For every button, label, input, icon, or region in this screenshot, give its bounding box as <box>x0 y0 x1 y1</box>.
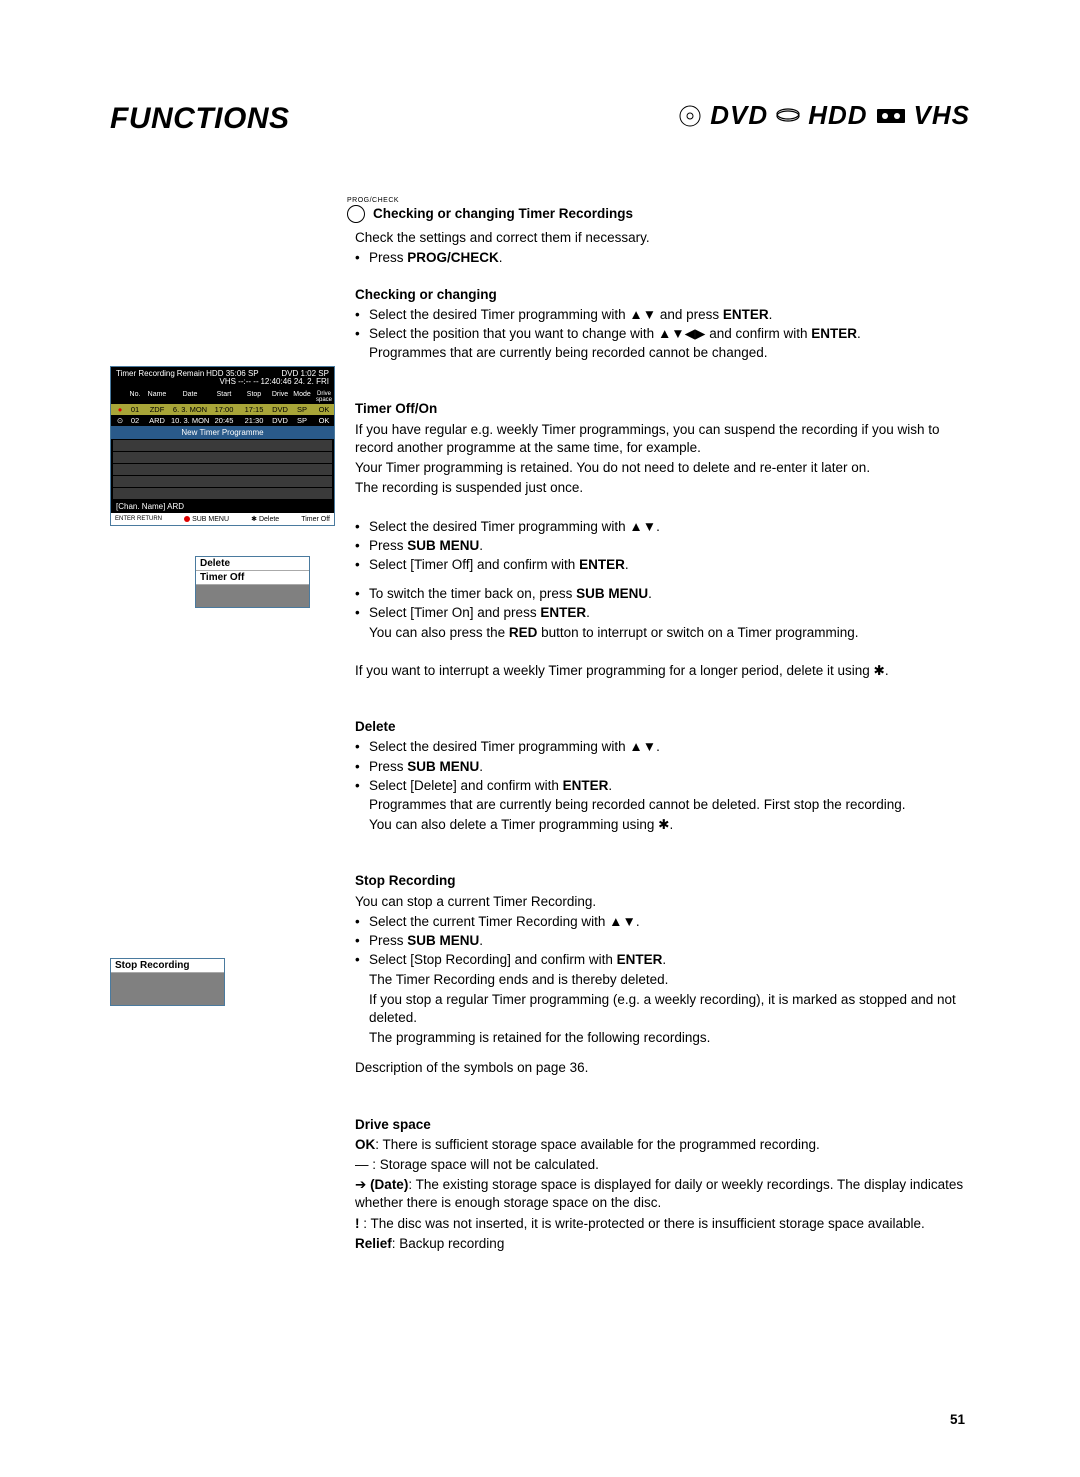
table-header: No. Name Date Start Stop Drive Mode Driv… <box>111 390 334 404</box>
panel-footer: ENTER RETURN SUB MENU ✱ Delete Timer Off <box>111 513 334 525</box>
empty-row <box>113 488 332 499</box>
page-number: 51 <box>950 1412 965 1427</box>
stop-recording-popup: Stop Recording <box>110 958 225 1006</box>
instruction: To switch the timer back on, press SUB M… <box>355 585 970 603</box>
instruction: Press SUB MENU. <box>355 537 970 555</box>
body-text: The recording is suspended just once. <box>355 479 970 497</box>
body-text: The programming is retained for the foll… <box>355 1029 970 1047</box>
body-text: Relief: Backup recording <box>355 1235 970 1253</box>
panel-title: Timer Recording <box>116 370 175 379</box>
page-title: FUNCTIONS <box>110 102 290 136</box>
media-indicators: DVD HDD VHS <box>678 100 970 131</box>
table-row: ⊙ 02 ARD 10. 3. MON 20:45 21:30 DVD SP O… <box>111 415 334 426</box>
empty-row <box>113 452 332 463</box>
body-text: OK: There is sufficient storage space av… <box>355 1136 970 1154</box>
prog-check-icon <box>347 205 365 223</box>
dvd-icon <box>678 104 702 128</box>
delete-hint: ✱ <box>251 515 257 523</box>
instruction: Select [Stop Recording] and confirm with… <box>355 951 970 969</box>
instruction: Select the desired Timer programming wit… <box>355 518 970 536</box>
section-title: Drive space <box>355 1116 970 1134</box>
hdd-icon <box>776 108 800 124</box>
prog-check-label: PROG/CHECK <box>347 196 970 205</box>
instruction: Select the current Timer Recording with … <box>355 913 970 931</box>
red-button-icon <box>184 516 190 522</box>
popup-item-timeroff: Timer Off <box>196 571 309 585</box>
new-programme-row: New Timer Programme <box>111 426 334 439</box>
instruction: Select the desired Timer programming wit… <box>355 738 970 756</box>
body-text: If you have regular e.g. weekly Timer pr… <box>355 421 970 457</box>
timer-recording-panel: Timer Recording Remain HDD 35:06 SP VHS … <box>110 366 335 527</box>
body-text: ➔ (Date): The existing storage space is … <box>355 1176 970 1212</box>
enter-return-hint: ENTER RETURN <box>115 516 162 522</box>
body-text: You can stop a current Timer Recording. <box>355 893 970 911</box>
body-text: Your Timer programming is retained. You … <box>355 459 970 477</box>
empty-row <box>113 476 332 487</box>
body-text: Check the settings and correct them if n… <box>355 229 970 247</box>
vhs-remain: VHS --:-- -- <box>206 378 258 387</box>
section-title: Delete <box>355 718 970 736</box>
empty-row <box>113 464 332 475</box>
submenu-hint: SUB MENU <box>192 516 229 523</box>
dvd-label: DVD <box>710 100 768 131</box>
instruction: Select the desired Timer programming wit… <box>355 306 970 324</box>
section-title: Stop Recording <box>355 872 970 890</box>
instruction: Select [Timer Off] and confirm with ENTE… <box>355 556 970 574</box>
body-text: Description of the symbols on page 36. <box>355 1059 970 1077</box>
instruction: Press SUB MENU. <box>355 758 970 776</box>
body-text: If you stop a regular Timer programming … <box>355 991 970 1027</box>
table-row: ● 01 ZDF 6. 3. MON 17:00 17:15 DVD SP OK <box>111 404 334 415</box>
body-text: Programmes that are currently being reco… <box>355 796 970 814</box>
channel-label: [Chan. Name] ARD <box>111 500 334 513</box>
popup-item-delete: Delete <box>196 557 309 571</box>
body-text: The Timer Recording ends and is thereby … <box>355 971 970 989</box>
instruction: Select [Timer On] and press ENTER. <box>355 604 970 622</box>
instruction: Press PROG/CHECK. <box>355 249 970 267</box>
body-text: — : Storage space will not be calculated… <box>355 1156 970 1174</box>
hdd-label: HDD <box>808 100 867 131</box>
vhs-icon <box>876 106 906 126</box>
instruction: Press SUB MENU. <box>355 932 970 950</box>
body-text: You can also press the RED button to int… <box>355 624 970 642</box>
remain-label: Remain <box>177 370 205 379</box>
section-title: Checking or changing <box>355 286 970 304</box>
datetime: 12:40:46 24. 2. FRI <box>260 378 329 387</box>
instruction: Select the position that you want to cha… <box>355 325 970 343</box>
body-text: If you want to interrupt a weekly Timer … <box>355 662 970 680</box>
section-title: Checking or changing Timer Recordings <box>373 205 633 223</box>
timeroff-hint: Timer Off <box>301 516 330 523</box>
body-text: You can also delete a Timer programming … <box>355 816 970 834</box>
popup-item-stop: Stop Recording <box>111 959 224 973</box>
section-title: Timer Off/On <box>355 400 970 418</box>
submenu-popup: Delete Timer Off <box>195 556 310 608</box>
empty-row <box>113 440 332 451</box>
instruction: Select [Delete] and confirm with ENTER. <box>355 777 970 795</box>
body-text: Programmes that are currently being reco… <box>355 344 970 362</box>
body-text: ! : The disc was not inserted, it is wri… <box>355 1215 970 1233</box>
vhs-label: VHS <box>914 100 970 131</box>
